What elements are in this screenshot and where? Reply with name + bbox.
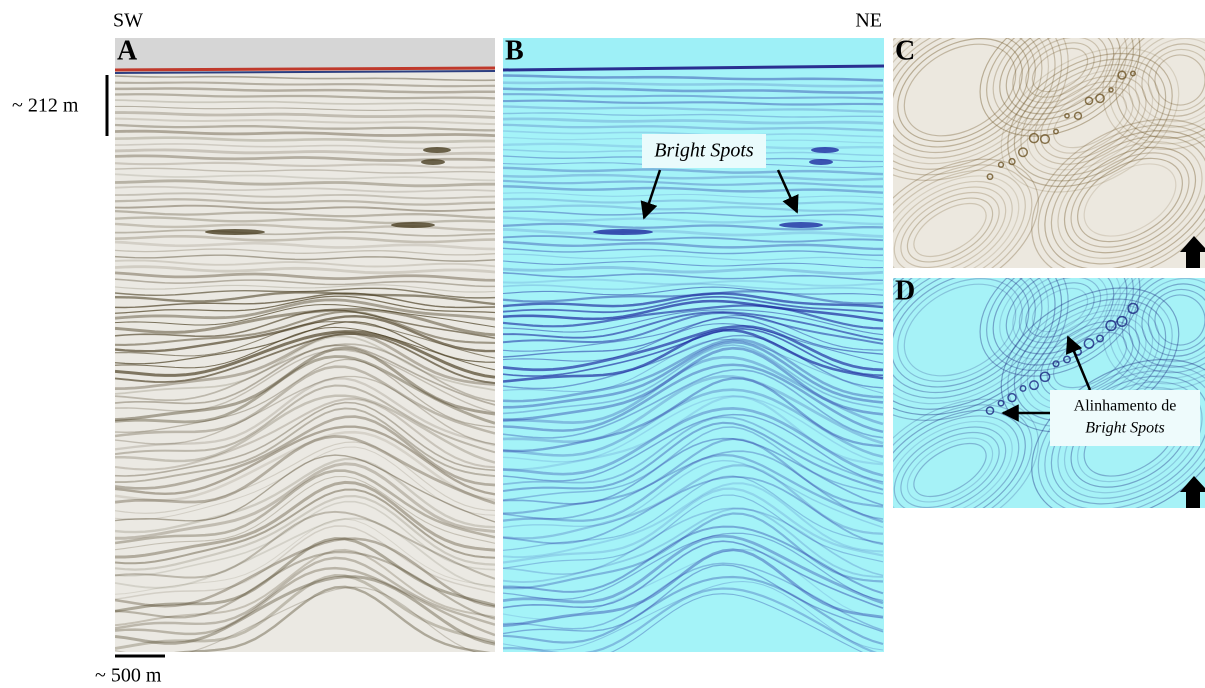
texture	[811, 147, 839, 153]
texture	[593, 229, 653, 235]
annotation: Bright Spots	[1085, 420, 1165, 437]
annotation: Bright Spots	[654, 140, 754, 162]
panel-label: A	[117, 35, 138, 66]
panel-a-top	[115, 38, 495, 70]
page: SW NE A B C D ~ 212 m ~ 500 m Bright Spo…	[0, 0, 1205, 688]
seafloor	[115, 68, 495, 70]
vertical-scale: ~ 212 m	[12, 95, 79, 117]
texture	[809, 159, 833, 165]
orientation-left: SW	[113, 10, 143, 32]
panel-label: D	[895, 275, 915, 306]
panel-label: B	[505, 35, 524, 66]
texture	[391, 222, 435, 228]
panel-b	[503, 38, 884, 652]
orientation-right: NE	[855, 10, 882, 32]
figure: SW NE A B C D ~ 212 m ~ 500 m Bright Spo…	[0, 0, 1205, 688]
texture	[779, 222, 823, 228]
texture	[421, 159, 445, 165]
annotation: Alinhamento de	[1074, 398, 1177, 415]
panel-label: C	[895, 35, 915, 66]
horizontal-scale: ~ 500 m	[95, 665, 162, 687]
texture	[205, 229, 265, 235]
texture	[423, 147, 451, 153]
